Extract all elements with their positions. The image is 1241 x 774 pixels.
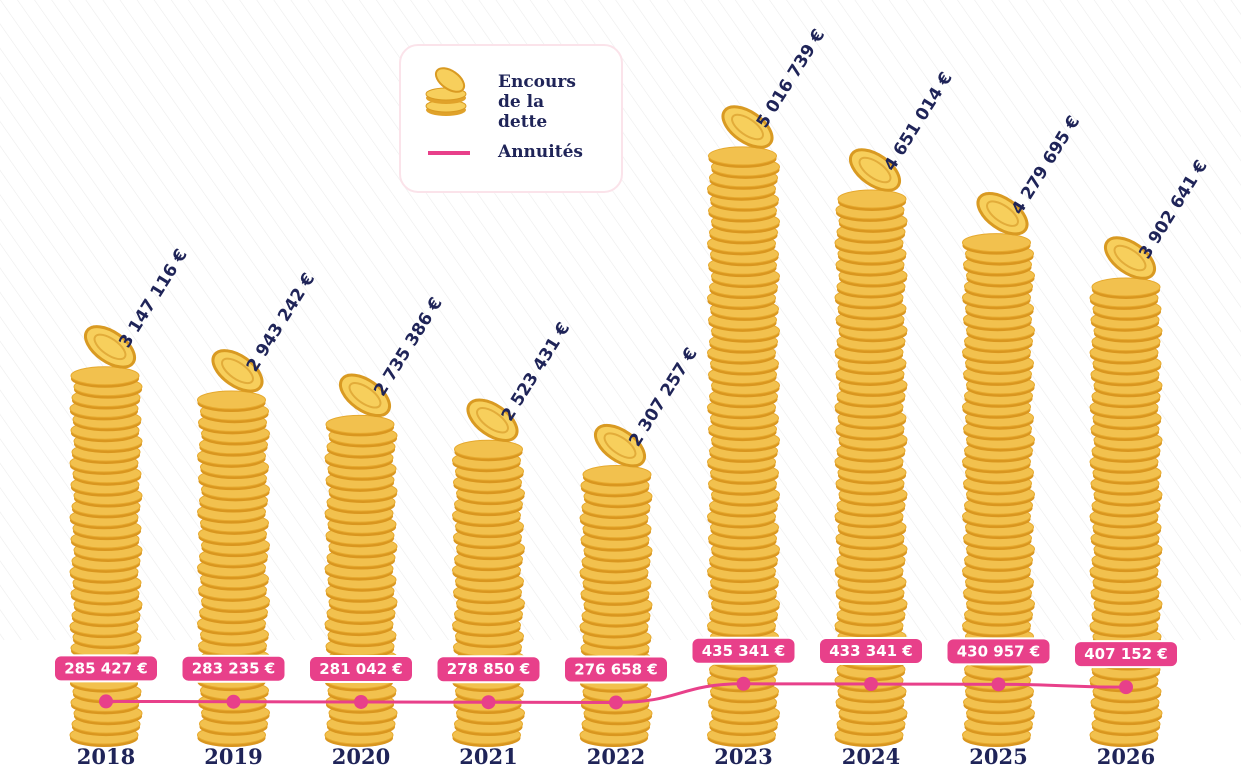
line-point bbox=[354, 695, 368, 709]
coin bbox=[1092, 278, 1160, 296]
x-tick-label: 2025 bbox=[969, 744, 1027, 769]
data-label: 435 341 € bbox=[702, 642, 786, 660]
x-tick-label: 2021 bbox=[459, 744, 517, 769]
coin bbox=[838, 190, 906, 208]
x-tick-label: 2023 bbox=[714, 744, 772, 769]
coin bbox=[326, 415, 394, 433]
coin bbox=[455, 440, 523, 458]
data-label: 285 427 € bbox=[64, 659, 148, 677]
data-label: 283 235 € bbox=[192, 660, 276, 678]
x-tick-label: 2019 bbox=[204, 744, 262, 769]
coin bbox=[71, 367, 139, 385]
legend-label: Annuités bbox=[498, 142, 583, 162]
coin-stack bbox=[325, 367, 397, 747]
x-tick-label: 2024 bbox=[842, 744, 900, 769]
coin bbox=[198, 391, 266, 409]
line-point bbox=[482, 695, 496, 709]
chart-page: 2018201920202021202220232024202520263 14… bbox=[0, 0, 1241, 774]
coin bbox=[963, 234, 1031, 252]
data-label: 281 042 € bbox=[319, 660, 403, 678]
data-label: 276 658 € bbox=[574, 660, 658, 678]
line-point bbox=[1119, 680, 1133, 694]
data-label: 430 957 € bbox=[957, 642, 1041, 660]
coin-stack bbox=[70, 319, 142, 747]
legend-label: Encours de la dette bbox=[498, 72, 598, 132]
coin bbox=[709, 147, 777, 165]
line-point bbox=[864, 677, 878, 691]
line-point bbox=[227, 695, 241, 709]
x-tick-label: 2026 bbox=[1097, 744, 1155, 769]
line-point bbox=[737, 677, 751, 691]
data-label: 407 152 € bbox=[1084, 645, 1168, 663]
coin-stack bbox=[453, 392, 525, 747]
data-label: 278 850 € bbox=[447, 660, 531, 678]
coin-stack bbox=[1090, 230, 1162, 747]
x-tick-label: 2020 bbox=[332, 744, 390, 769]
chart: 2018201920202021202220232024202520263 14… bbox=[0, 0, 1241, 774]
x-tick-label: 2022 bbox=[587, 744, 645, 769]
data-label: 433 341 € bbox=[829, 642, 913, 660]
coin-stack bbox=[198, 343, 270, 747]
x-tick-label: 2018 bbox=[77, 744, 135, 769]
line-point bbox=[99, 694, 113, 708]
line-point bbox=[992, 677, 1006, 691]
coin bbox=[583, 466, 651, 484]
line-point bbox=[609, 695, 623, 709]
